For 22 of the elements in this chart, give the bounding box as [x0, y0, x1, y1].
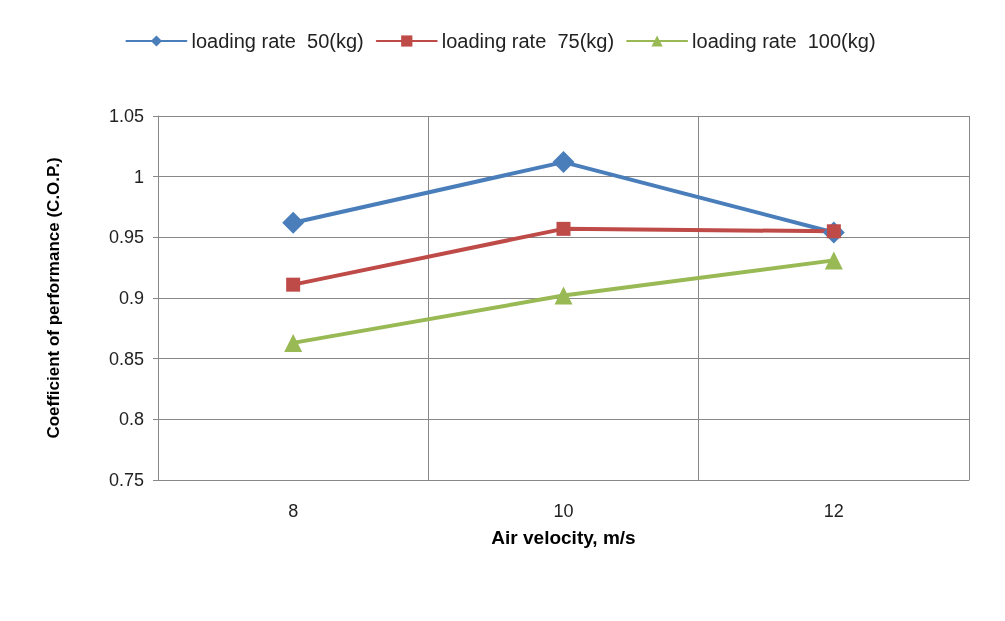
- point: [284, 333, 303, 352]
- legend-label: loading rate 100(kg): [692, 30, 876, 52]
- point: [556, 221, 571, 236]
- y-tick-label: 0.85: [108, 348, 144, 369]
- y-tick-label: 0.75: [108, 470, 144, 490]
- y-tick-label: 0.9: [118, 288, 144, 308]
- x-tick-label: 8: [288, 501, 299, 521]
- legend-label: loading rate 50(kg): [191, 30, 364, 52]
- point: [286, 277, 301, 292]
- x-tick-label: 12: [823, 501, 844, 521]
- y-tick-label: 1: [133, 166, 144, 187]
- y-tick-label: 0.95: [108, 227, 144, 248]
- point: [824, 251, 843, 270]
- x-tick-label: 10: [553, 501, 574, 521]
- y-tick-label: 1.05: [108, 106, 144, 126]
- y-tick-label: 0.8: [118, 409, 144, 430]
- point: [282, 211, 305, 234]
- point: [554, 286, 573, 305]
- point: [552, 151, 575, 174]
- x-axis-title: Air velocity, m/s: [491, 527, 636, 548]
- legend-label: loading rate 75(kg): [441, 30, 615, 52]
- y-axis-title: Coefficient of performance (C.O.P.): [44, 157, 63, 439]
